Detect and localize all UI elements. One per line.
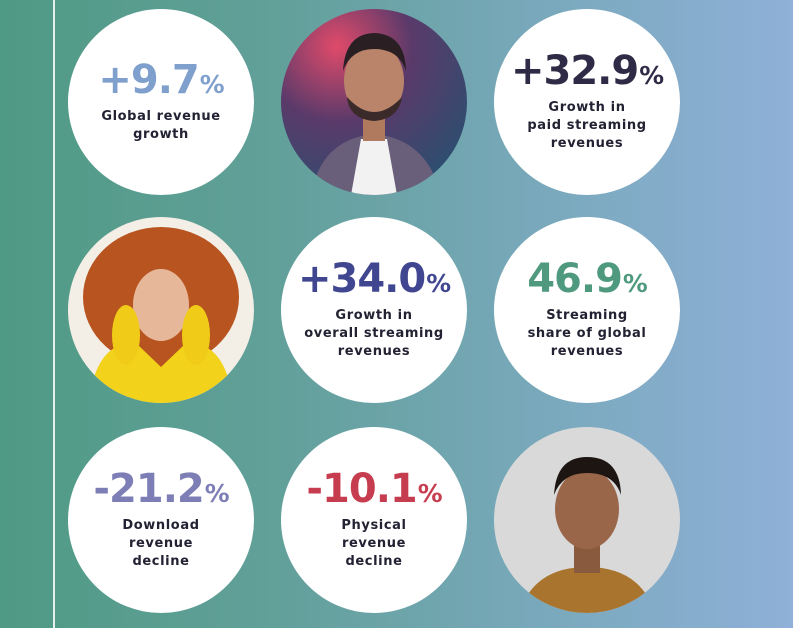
stat-paid-streaming-growth: +32.9% Growth in paid streaming revenues [494, 9, 680, 195]
stat-value: -21.2% [93, 466, 230, 512]
stat-label: Streaming share of global revenues [527, 308, 647, 359]
percent-sign: % [426, 269, 451, 298]
stat-streaming-share: 46.9% Streaming share of global revenues [494, 217, 680, 403]
stat-label: Growth in overall streaming revenues [304, 308, 444, 359]
stat-value: +9.7% [98, 57, 225, 103]
stat-physical-decline: -10.1% Physical revenue decline [281, 427, 467, 613]
percent-sign: % [417, 479, 443, 508]
stat-number: -21.2 [93, 466, 204, 512]
stat-label: Growth in paid streaming revenues [527, 100, 647, 151]
stat-download-decline: -21.2% Download revenue decline [68, 427, 254, 613]
percent-sign: % [622, 269, 648, 298]
artist-photo-man-studded-jacket [281, 9, 467, 195]
stat-label: Physical revenue decline [341, 518, 407, 569]
artist-photo-man-portrait [494, 427, 680, 613]
stat-number: +32.9 [510, 48, 639, 94]
stat-label: Download revenue decline [122, 518, 200, 569]
stat-value: -10.1% [306, 466, 443, 512]
vertical-divider-line [53, 0, 55, 628]
stat-number: -10.1 [306, 466, 417, 512]
stat-value: +32.9% [510, 48, 664, 94]
artist-photo-woman-curly-hair-yellow [68, 217, 254, 403]
stat-number: 46.9 [527, 256, 623, 302]
stat-number: +9.7 [98, 57, 199, 103]
percent-sign: % [199, 70, 225, 99]
stat-label: Global revenue growth [101, 109, 221, 142]
stat-global-revenue-growth: +9.7% Global revenue growth [68, 9, 254, 195]
stat-value: 46.9% [527, 256, 648, 302]
percent-sign: % [204, 479, 230, 508]
stat-overall-streaming-growth: +34.0% Growth in overall streaming reven… [281, 217, 467, 403]
percent-sign: % [639, 61, 664, 90]
stat-number: +34.0 [297, 256, 426, 302]
stat-value: +34.0% [297, 256, 451, 302]
